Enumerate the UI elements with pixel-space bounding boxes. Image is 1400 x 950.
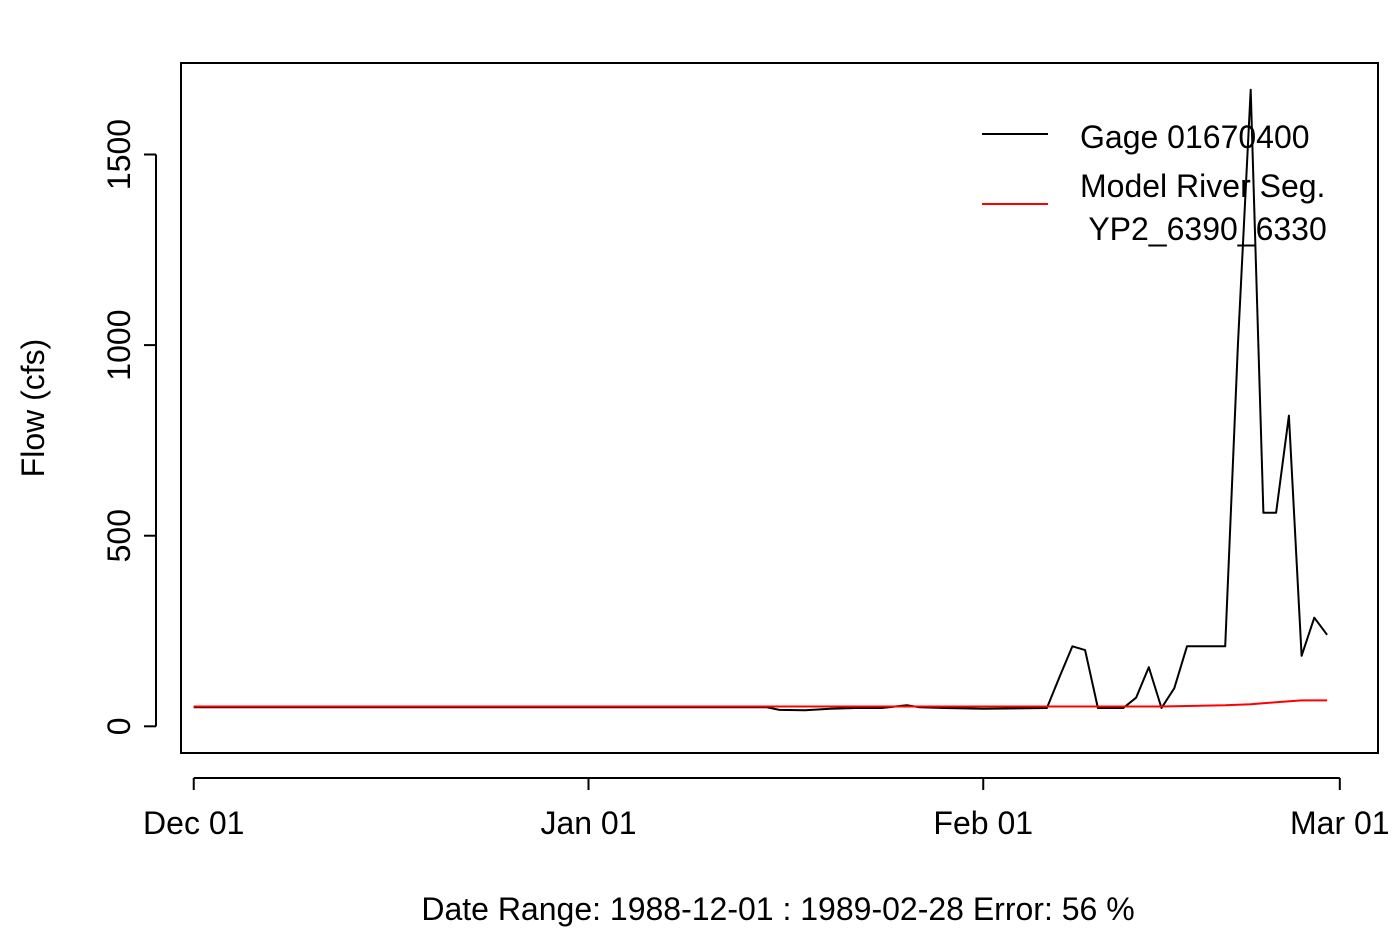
series-line-model xyxy=(193,699,1328,708)
x-tick-label: Mar 01 xyxy=(1290,805,1390,841)
legend-label-model-line2: YP2_6390_6330 xyxy=(1080,211,1327,247)
plot-frame xyxy=(180,62,1379,754)
legend: Gage 01670400 Model River Seg. YP2_6390_… xyxy=(982,119,1327,247)
series-layer xyxy=(193,88,1328,712)
x-tick-label: Jan 01 xyxy=(540,805,636,841)
y-tick-label: 1500 xyxy=(101,119,137,190)
y-axis: 0 500 1000 1500 xyxy=(101,119,157,735)
legend-label-gage: Gage 01670400 xyxy=(1080,119,1310,155)
y-tick-label: 0 xyxy=(101,717,137,735)
x-axis: Dec 01 Jan 01 Feb 01 Mar 01 xyxy=(143,777,1390,841)
y-tick-label: 500 xyxy=(101,509,137,562)
x-tick-label: Feb 01 xyxy=(933,805,1033,841)
y-axis-title: Flow (cfs) xyxy=(15,339,51,478)
series-line-gage xyxy=(193,88,1328,712)
x-axis-title: Date Range: 1988-12-01 : 1989-02-28 Erro… xyxy=(421,891,1134,927)
legend-label-model-line1: Model River Seg. xyxy=(1080,168,1325,204)
x-tick-label: Dec 01 xyxy=(143,805,244,841)
y-tick-label: 1000 xyxy=(101,310,137,381)
